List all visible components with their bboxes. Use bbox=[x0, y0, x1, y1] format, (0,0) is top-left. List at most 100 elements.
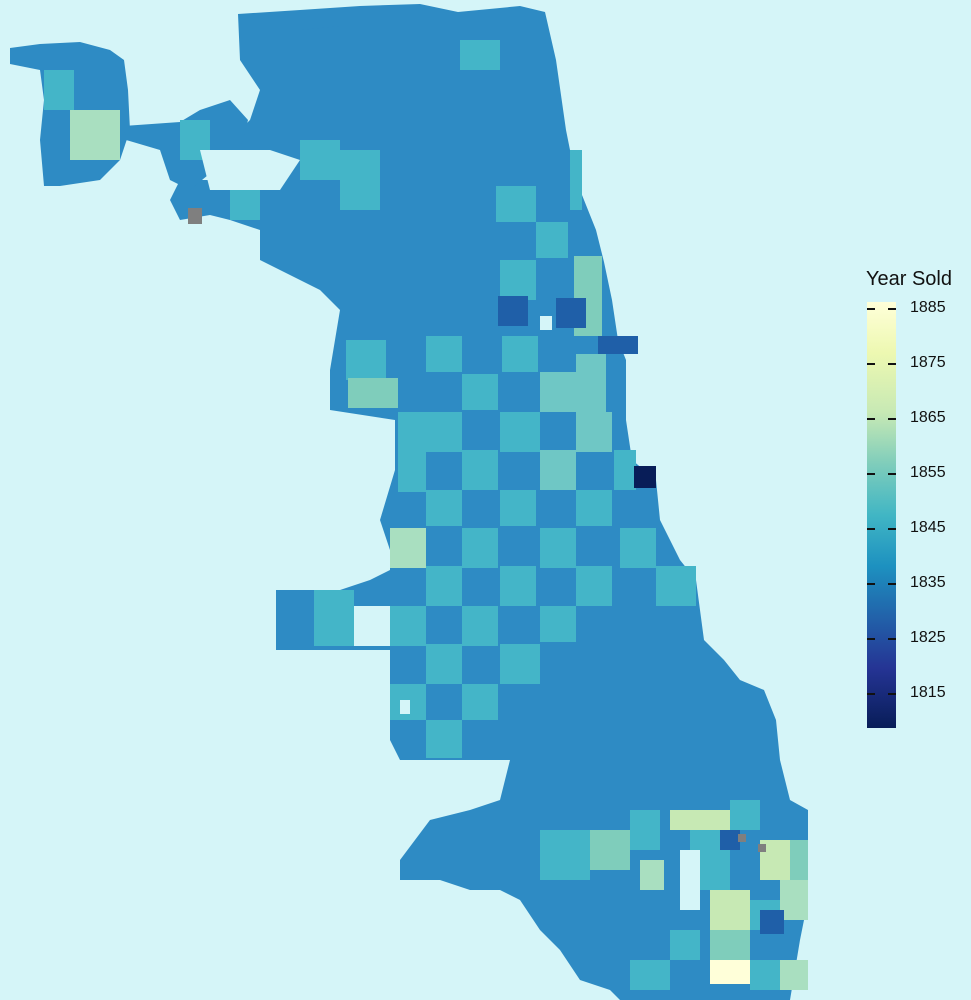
section bbox=[230, 190, 260, 220]
section bbox=[426, 336, 462, 372]
early-year-sections bbox=[498, 296, 784, 934]
section bbox=[540, 528, 576, 568]
legend-label: 1815 bbox=[910, 684, 946, 701]
section bbox=[540, 606, 576, 642]
section bbox=[750, 960, 780, 990]
section bbox=[398, 412, 426, 452]
legend-tick-left bbox=[867, 583, 875, 585]
gap bbox=[680, 850, 700, 910]
legend-tick-right bbox=[888, 638, 896, 640]
section bbox=[630, 960, 670, 990]
legend-tick-right bbox=[888, 473, 896, 475]
section bbox=[540, 830, 590, 880]
section bbox=[426, 412, 462, 452]
section bbox=[598, 336, 638, 354]
legend-label: 1885 bbox=[910, 299, 946, 316]
section bbox=[570, 150, 582, 210]
legend-tick-left bbox=[867, 418, 875, 420]
section bbox=[500, 644, 540, 684]
section bbox=[590, 830, 630, 870]
gap bbox=[354, 606, 390, 646]
section bbox=[630, 810, 660, 850]
section bbox=[576, 566, 612, 606]
no-data-parcels bbox=[188, 208, 766, 852]
section bbox=[44, 70, 74, 110]
legend-tick-right bbox=[888, 693, 896, 695]
north-notch bbox=[300, 26, 360, 70]
section bbox=[710, 960, 750, 984]
legend-title: Year Sold bbox=[866, 268, 952, 290]
section bbox=[720, 830, 740, 850]
section bbox=[426, 644, 462, 684]
legend-label: 1865 bbox=[910, 409, 946, 426]
section bbox=[426, 566, 462, 606]
legend-label: 1835 bbox=[910, 574, 946, 591]
gaps bbox=[200, 150, 700, 910]
parcel bbox=[758, 844, 766, 852]
section bbox=[462, 374, 498, 410]
section bbox=[390, 528, 426, 568]
legend-tick-left bbox=[867, 638, 875, 640]
section bbox=[390, 606, 426, 646]
section bbox=[620, 528, 656, 568]
section bbox=[730, 800, 760, 830]
section bbox=[670, 930, 700, 960]
legend-tick-left bbox=[867, 528, 875, 530]
city-main-area bbox=[170, 4, 808, 1000]
section bbox=[340, 150, 380, 210]
section bbox=[300, 140, 340, 180]
legend-tick-right bbox=[888, 528, 896, 530]
section bbox=[426, 490, 462, 526]
legend-label: 1875 bbox=[910, 354, 946, 371]
section bbox=[760, 910, 784, 934]
section bbox=[536, 222, 568, 258]
legend-tick-right bbox=[888, 308, 896, 310]
section bbox=[70, 110, 120, 160]
legend-tick-right bbox=[888, 363, 896, 365]
legend-tick-left bbox=[867, 473, 875, 475]
section bbox=[780, 880, 808, 920]
section bbox=[498, 296, 528, 326]
section bbox=[576, 412, 612, 452]
section bbox=[346, 340, 386, 380]
legend-label: 1845 bbox=[910, 519, 946, 536]
section bbox=[540, 450, 576, 490]
section bbox=[460, 40, 500, 70]
legend-color-bar bbox=[867, 302, 896, 728]
section bbox=[576, 490, 612, 526]
section bbox=[462, 450, 498, 490]
section bbox=[670, 810, 730, 830]
gap bbox=[400, 700, 410, 714]
section bbox=[398, 452, 426, 492]
gap bbox=[540, 316, 552, 330]
section bbox=[576, 354, 606, 414]
section bbox=[780, 960, 808, 990]
legend-tick-left bbox=[867, 363, 875, 365]
section bbox=[710, 890, 750, 930]
section bbox=[500, 412, 540, 452]
section bbox=[614, 450, 636, 490]
parcel bbox=[188, 208, 202, 224]
section bbox=[462, 684, 498, 720]
section bbox=[348, 378, 398, 408]
gap bbox=[200, 150, 300, 190]
section bbox=[656, 566, 696, 606]
section bbox=[540, 372, 580, 412]
legend-tick-right bbox=[888, 583, 896, 585]
section bbox=[496, 186, 536, 222]
legend-tick-left bbox=[867, 308, 875, 310]
section bbox=[500, 566, 536, 606]
section bbox=[314, 590, 354, 646]
section bbox=[500, 260, 536, 300]
section bbox=[502, 336, 538, 372]
legend-tick-left bbox=[867, 693, 875, 695]
section bbox=[462, 528, 498, 568]
section bbox=[710, 930, 750, 960]
earliest-sale-section bbox=[634, 466, 656, 488]
legend-label: 1855 bbox=[910, 464, 946, 481]
parcel bbox=[738, 834, 746, 842]
mid-year-sections bbox=[44, 40, 808, 990]
section bbox=[426, 720, 462, 758]
